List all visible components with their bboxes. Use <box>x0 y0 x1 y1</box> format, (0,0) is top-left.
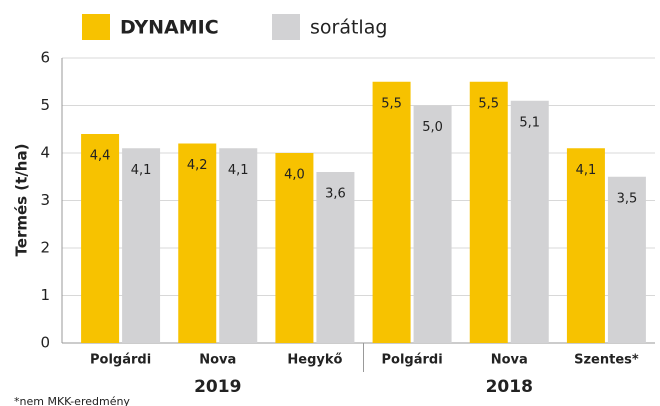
value-label: 4,1 <box>131 163 152 178</box>
y-tick-label: 0 <box>40 334 50 352</box>
bar <box>372 81 411 343</box>
y-axis-label: Termés (t/ha) <box>13 144 31 257</box>
group-label: 2019 <box>194 377 241 397</box>
value-label: 4,4 <box>90 149 111 164</box>
bar <box>275 153 314 343</box>
bar <box>81 134 120 343</box>
group-label: 2018 <box>486 377 533 397</box>
x-tick-label: Nova <box>199 353 236 368</box>
x-tick-label: Nova <box>491 353 528 368</box>
y-tick-label: 5 <box>40 96 50 114</box>
value-label: 5,5 <box>381 96 402 111</box>
legend-label: DYNAMIC <box>120 17 219 39</box>
bar <box>510 100 549 343</box>
legend-label: sorátlag <box>310 17 387 39</box>
value-label: 5,1 <box>519 115 540 130</box>
y-tick-label: 3 <box>40 191 50 209</box>
y-tick-label: 2 <box>40 239 50 257</box>
bar <box>566 148 605 343</box>
legend-swatch <box>272 14 300 40</box>
bar <box>607 176 646 343</box>
value-label: 3,6 <box>325 187 346 202</box>
value-label: 5,5 <box>478 96 499 111</box>
bar <box>413 105 452 343</box>
bar <box>469 81 508 343</box>
x-tick-label: Polgárdi <box>90 353 151 368</box>
value-label: 4,1 <box>576 163 597 178</box>
bar <box>316 172 355 343</box>
value-label: 5,0 <box>422 120 443 135</box>
bar <box>178 143 217 343</box>
bar <box>219 148 258 343</box>
bar <box>122 148 161 343</box>
y-tick-label: 4 <box>40 144 50 162</box>
value-label: 3,5 <box>617 191 638 206</box>
value-label: 4,0 <box>284 168 305 183</box>
x-tick-label: Szentes* <box>574 353 639 368</box>
x-tick-label: Hegykő <box>287 353 342 368</box>
value-label: 4,2 <box>187 158 208 173</box>
legend-swatch <box>82 14 110 40</box>
value-label: 4,1 <box>228 163 249 178</box>
x-tick-label: Polgárdi <box>381 353 442 368</box>
y-tick-label: 6 <box>40 49 50 67</box>
y-tick-label: 1 <box>40 286 50 304</box>
footnote: *nem MKK-eredmény <box>14 395 130 406</box>
